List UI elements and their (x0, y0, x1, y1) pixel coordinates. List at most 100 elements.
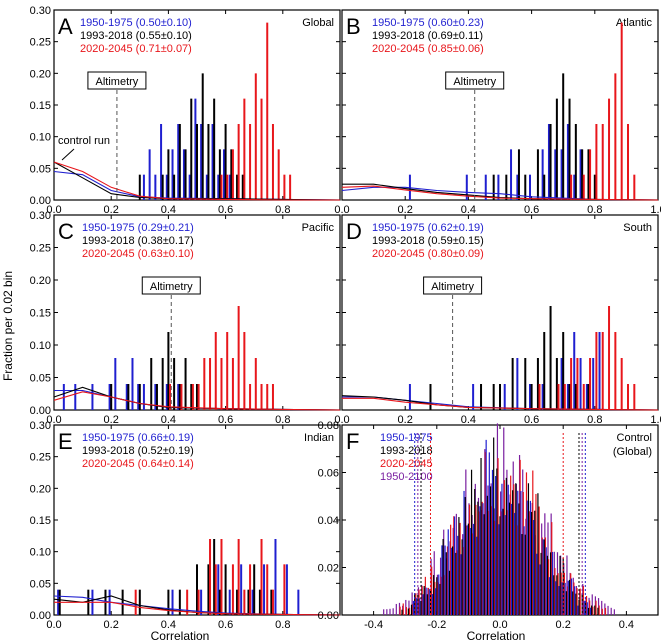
altimetry-box (423, 276, 483, 295)
x-tick-label: 0.8 (275, 619, 290, 631)
y-tick-label: 0.20 (30, 68, 51, 80)
panel-title: Indian (304, 432, 334, 444)
y-tick-label: 0.05 (30, 578, 51, 590)
y-tick-label: 0.30 (30, 420, 51, 432)
altimetry-box (141, 276, 201, 295)
y-tick-label: 0.30 (30, 210, 51, 222)
x-axis-label-left: Correlation (151, 629, 210, 642)
panel-subtitle: (Global) (613, 446, 652, 458)
legend-entry: 1993-2018 (0.52±0.19) (82, 445, 194, 457)
y-tick-label: 0.20 (30, 483, 51, 495)
x-tick-label: 0.2 (104, 414, 119, 426)
panel-grid: 0.000.050.100.150.200.250.300.0 0.2 0.4 0.6… (30, 5, 661, 631)
x-tick-label: 0.4 (461, 204, 476, 216)
legend-entry: 1993-2018 (0.38±0.17) (82, 235, 194, 247)
legend-entry: 2020-2045 (0.85±0.06) (372, 43, 484, 55)
panel-b: 0.0 0.2 0.4 0.6 0.8 1.0 B Atlantic 1950-1975 (0.… (334, 9, 661, 216)
distribution-curve (341, 185, 659, 201)
panel-title: Control (617, 432, 652, 444)
legend-entry: 1993-2018 (0.59±0.15) (372, 235, 484, 247)
altimetry-label: Altimetry (431, 281, 474, 293)
panel-letter: D (346, 219, 362, 244)
x-tick-label: 0.4 (161, 204, 176, 216)
x-tick-label: 0.8 (587, 204, 602, 216)
panel-letter: F (346, 429, 359, 454)
legend-entry: 1993-2018 (0.69±0.11) (372, 30, 483, 42)
legend-entry: 1950-1975 (0.62±0.19) (372, 222, 484, 234)
x-tick-label: 0.8 (275, 414, 290, 426)
x-tick-label: -0.4 (364, 619, 383, 631)
y-tick-label: 0.10 (30, 132, 51, 144)
x-tick-label: 0.0 (492, 619, 507, 631)
y-tick-label: 0.25 (30, 452, 51, 464)
y-tick-label: 0.10 (30, 547, 51, 559)
legend-entry: 1950-1975 (0.50±0.10) (80, 17, 192, 29)
panel-f: 0.00 0.02 0.04 0.06 0.08 -0.4 -0.2 0.0 0.2 0.4 F Co… (318, 420, 659, 631)
x-tick-label: 1.0 (650, 414, 661, 426)
altimetry-box (445, 71, 505, 90)
x-tick-label: 0.2 (398, 414, 413, 426)
legend-entry: 1950-2100 (380, 471, 433, 483)
x-tick-label: 0.0 (46, 414, 61, 426)
legend-entry: 1993-2018 (0.55±0.10) (80, 30, 192, 42)
x-tick-label: 0.2 (104, 619, 119, 631)
x-tick-label: 0.0 (334, 204, 349, 216)
panel-c: 0.00 0.05 0.10 0.15 0.20 0.25 0.30 0.0 0.2 0.4 0.6… (30, 210, 341, 426)
y-tick-label: 0.10 (30, 340, 51, 352)
panel-d: 0.0 0.2 0.4 0.6 0.8 1.0 D South 1950-1975 (0.62±… (334, 214, 661, 426)
x-tick-label: 0.2 (398, 204, 413, 216)
x-tick-label: 0.8 (275, 204, 290, 216)
legend-entry: 2020-2045 (0.71±0.07) (80, 43, 192, 55)
panel-letter: B (346, 14, 361, 39)
legend-entry: 2020-2045 (0.63±0.10) (82, 248, 194, 260)
x-tick-label: 0.6 (524, 204, 539, 216)
y-tick-label: 0.15 (30, 515, 51, 527)
distribution-curve (342, 397, 659, 411)
y-tick-label: 0.05 (30, 373, 51, 385)
panel-title: Atlantic (616, 17, 653, 29)
x-axis-label-right: Correlation (467, 629, 526, 642)
legend-entry: 1950-1975 (0.29±0.21) (82, 222, 194, 234)
x-tick-label: 1.0 (650, 204, 661, 216)
legend-entry: 2020-2045 (380, 458, 433, 470)
altimetry-box (87, 71, 147, 90)
altimetry-label: Altimetry (96, 76, 139, 88)
control-run-annotation: control run (58, 135, 110, 147)
x-tick-label: 0.6 (524, 414, 539, 426)
panel-title: Pacific (302, 222, 335, 234)
panel-letter: A (58, 14, 73, 39)
legend-entry: 1950-1975 (380, 432, 433, 444)
x-tick-label: 0.0 (334, 414, 349, 426)
y-tick-label: 0.15 (30, 100, 51, 112)
y-tick-label: 0.15 (30, 308, 51, 320)
y-tick-label: 0.05 (30, 163, 51, 175)
x-tick-label: 0.6 (218, 619, 233, 631)
y-tick-label: 0.08 (318, 420, 339, 432)
y-tick-label: 0.00 (30, 405, 51, 417)
legend-entry: 1950-1975 (0.60±0.23) (372, 17, 484, 29)
x-tick-label: 0.4 (619, 619, 634, 631)
x-tick-label: 0.4 (461, 414, 476, 426)
x-tick-label: 0.8 (587, 414, 602, 426)
y-axis-label-left: Fraction per 0.02 bin (1, 271, 15, 381)
panel-e: 0.00 0.05 0.10 0.15 0.20 0.25 0.30 0.0 0.2 0.4 0.6… (30, 420, 341, 631)
panel-letter: C (58, 219, 74, 244)
y-tick-label: 0.00 (318, 610, 339, 622)
y-tick-label: 0.00 (30, 610, 51, 622)
distribution-curve (53, 161, 340, 201)
panel-title: South (623, 222, 652, 234)
x-tick-label: -0.2 (427, 619, 446, 631)
y-tick-label: 0.04 (318, 515, 339, 527)
x-tick-label: 0.0 (46, 204, 61, 216)
legend-entry: 2020-2045 (0.80±0.09) (372, 248, 484, 260)
panel-letter: E (58, 429, 73, 454)
panel-a: 0.00 0.05 0.10 0.15 0.20 0.25 0.30 0.0 0.2 0.4 0.6… (30, 5, 341, 216)
altimetry-label: Altimetry (453, 76, 496, 88)
annotation-arrow (61, 148, 75, 161)
y-tick-label: 0.06 (318, 468, 339, 480)
legend-entry: 2020-2045 (0.64±0.14) (82, 458, 194, 470)
y-tick-label: 0.02 (318, 563, 339, 575)
y-tick-label: 0.30 (30, 5, 51, 17)
distribution-curve (53, 391, 341, 411)
